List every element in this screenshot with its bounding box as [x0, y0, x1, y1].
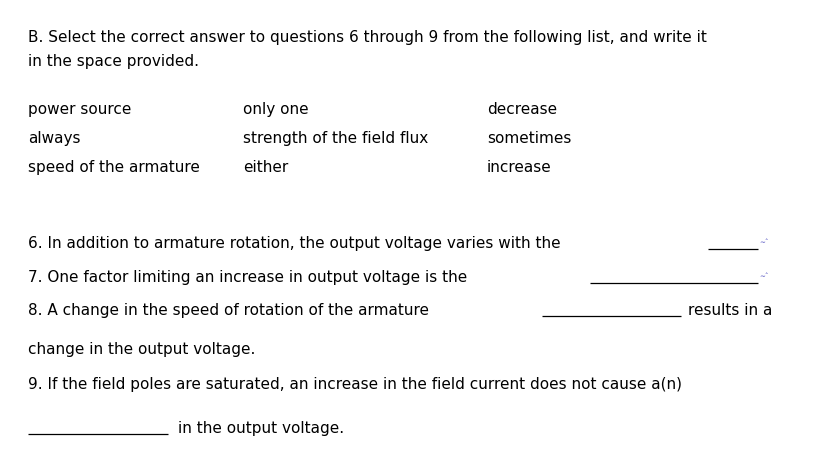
- Text: in the output voltage.: in the output voltage.: [178, 421, 344, 436]
- Text: 7. One factor limiting an increase in output voltage is the: 7. One factor limiting an increase in ou…: [28, 270, 467, 285]
- Text: results in a: results in a: [688, 303, 772, 318]
- Text: sometimes: sometimes: [487, 131, 571, 146]
- Text: 9. If the field poles are saturated, an increase in the field current does not c: 9. If the field poles are saturated, an …: [28, 377, 682, 392]
- Text: 6. In addition to armature rotation, the output voltage varies with the: 6. In addition to armature rotation, the…: [28, 236, 561, 251]
- Text: ∼˄: ∼˄: [759, 273, 769, 279]
- Text: always: always: [28, 131, 81, 146]
- Text: ∼˄: ∼˄: [759, 239, 769, 245]
- Text: strength of the field flux: strength of the field flux: [243, 131, 429, 146]
- Text: power source: power source: [28, 102, 131, 117]
- Text: only one: only one: [243, 102, 309, 117]
- Text: B. Select the correct answer to questions 6 through 9 from the following list, a: B. Select the correct answer to question…: [28, 30, 707, 45]
- Text: speed of the armature: speed of the armature: [28, 160, 200, 175]
- Text: decrease: decrease: [487, 102, 557, 117]
- Text: change in the output voltage.: change in the output voltage.: [28, 342, 256, 357]
- Text: either: either: [243, 160, 289, 175]
- Text: increase: increase: [487, 160, 552, 175]
- Text: 8. A change in the speed of rotation of the armature: 8. A change in the speed of rotation of …: [28, 303, 429, 318]
- Text: in the space provided.: in the space provided.: [28, 54, 199, 69]
